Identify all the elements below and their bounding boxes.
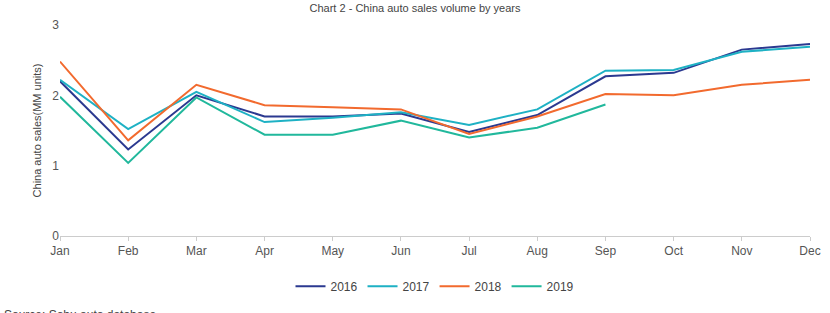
svg-text:Chart 2 - China auto sales vol: Chart 2 - China auto sales volume by yea… [310,2,521,14]
svg-text:2016: 2016 [331,280,358,294]
svg-text:Oct: Oct [664,244,683,258]
svg-text:2017: 2017 [403,280,430,294]
svg-text:Source: Sohu auto database: Source: Sohu auto database [4,308,156,313]
svg-text:0: 0 [52,229,59,243]
svg-text:2019: 2019 [547,280,574,294]
svg-text:3: 3 [52,18,59,32]
svg-text:Nov: Nov [731,244,752,258]
svg-text:Jun: Jun [391,244,410,258]
svg-text:Mar: Mar [186,244,207,258]
svg-text:China auto sales(MM units): China auto sales(MM units) [31,64,43,198]
svg-text:Apr: Apr [255,244,274,258]
svg-text:2: 2 [52,89,59,103]
svg-text:2018: 2018 [475,280,502,294]
svg-text:Dec: Dec [799,244,820,258]
svg-text:Feb: Feb [118,244,139,258]
svg-text:Aug: Aug [527,244,548,258]
svg-text:1: 1 [52,159,59,173]
svg-text:May: May [321,244,344,258]
svg-text:Jan: Jan [50,244,69,258]
svg-text:Sep: Sep [595,244,617,258]
svg-text:Jul: Jul [461,244,476,258]
